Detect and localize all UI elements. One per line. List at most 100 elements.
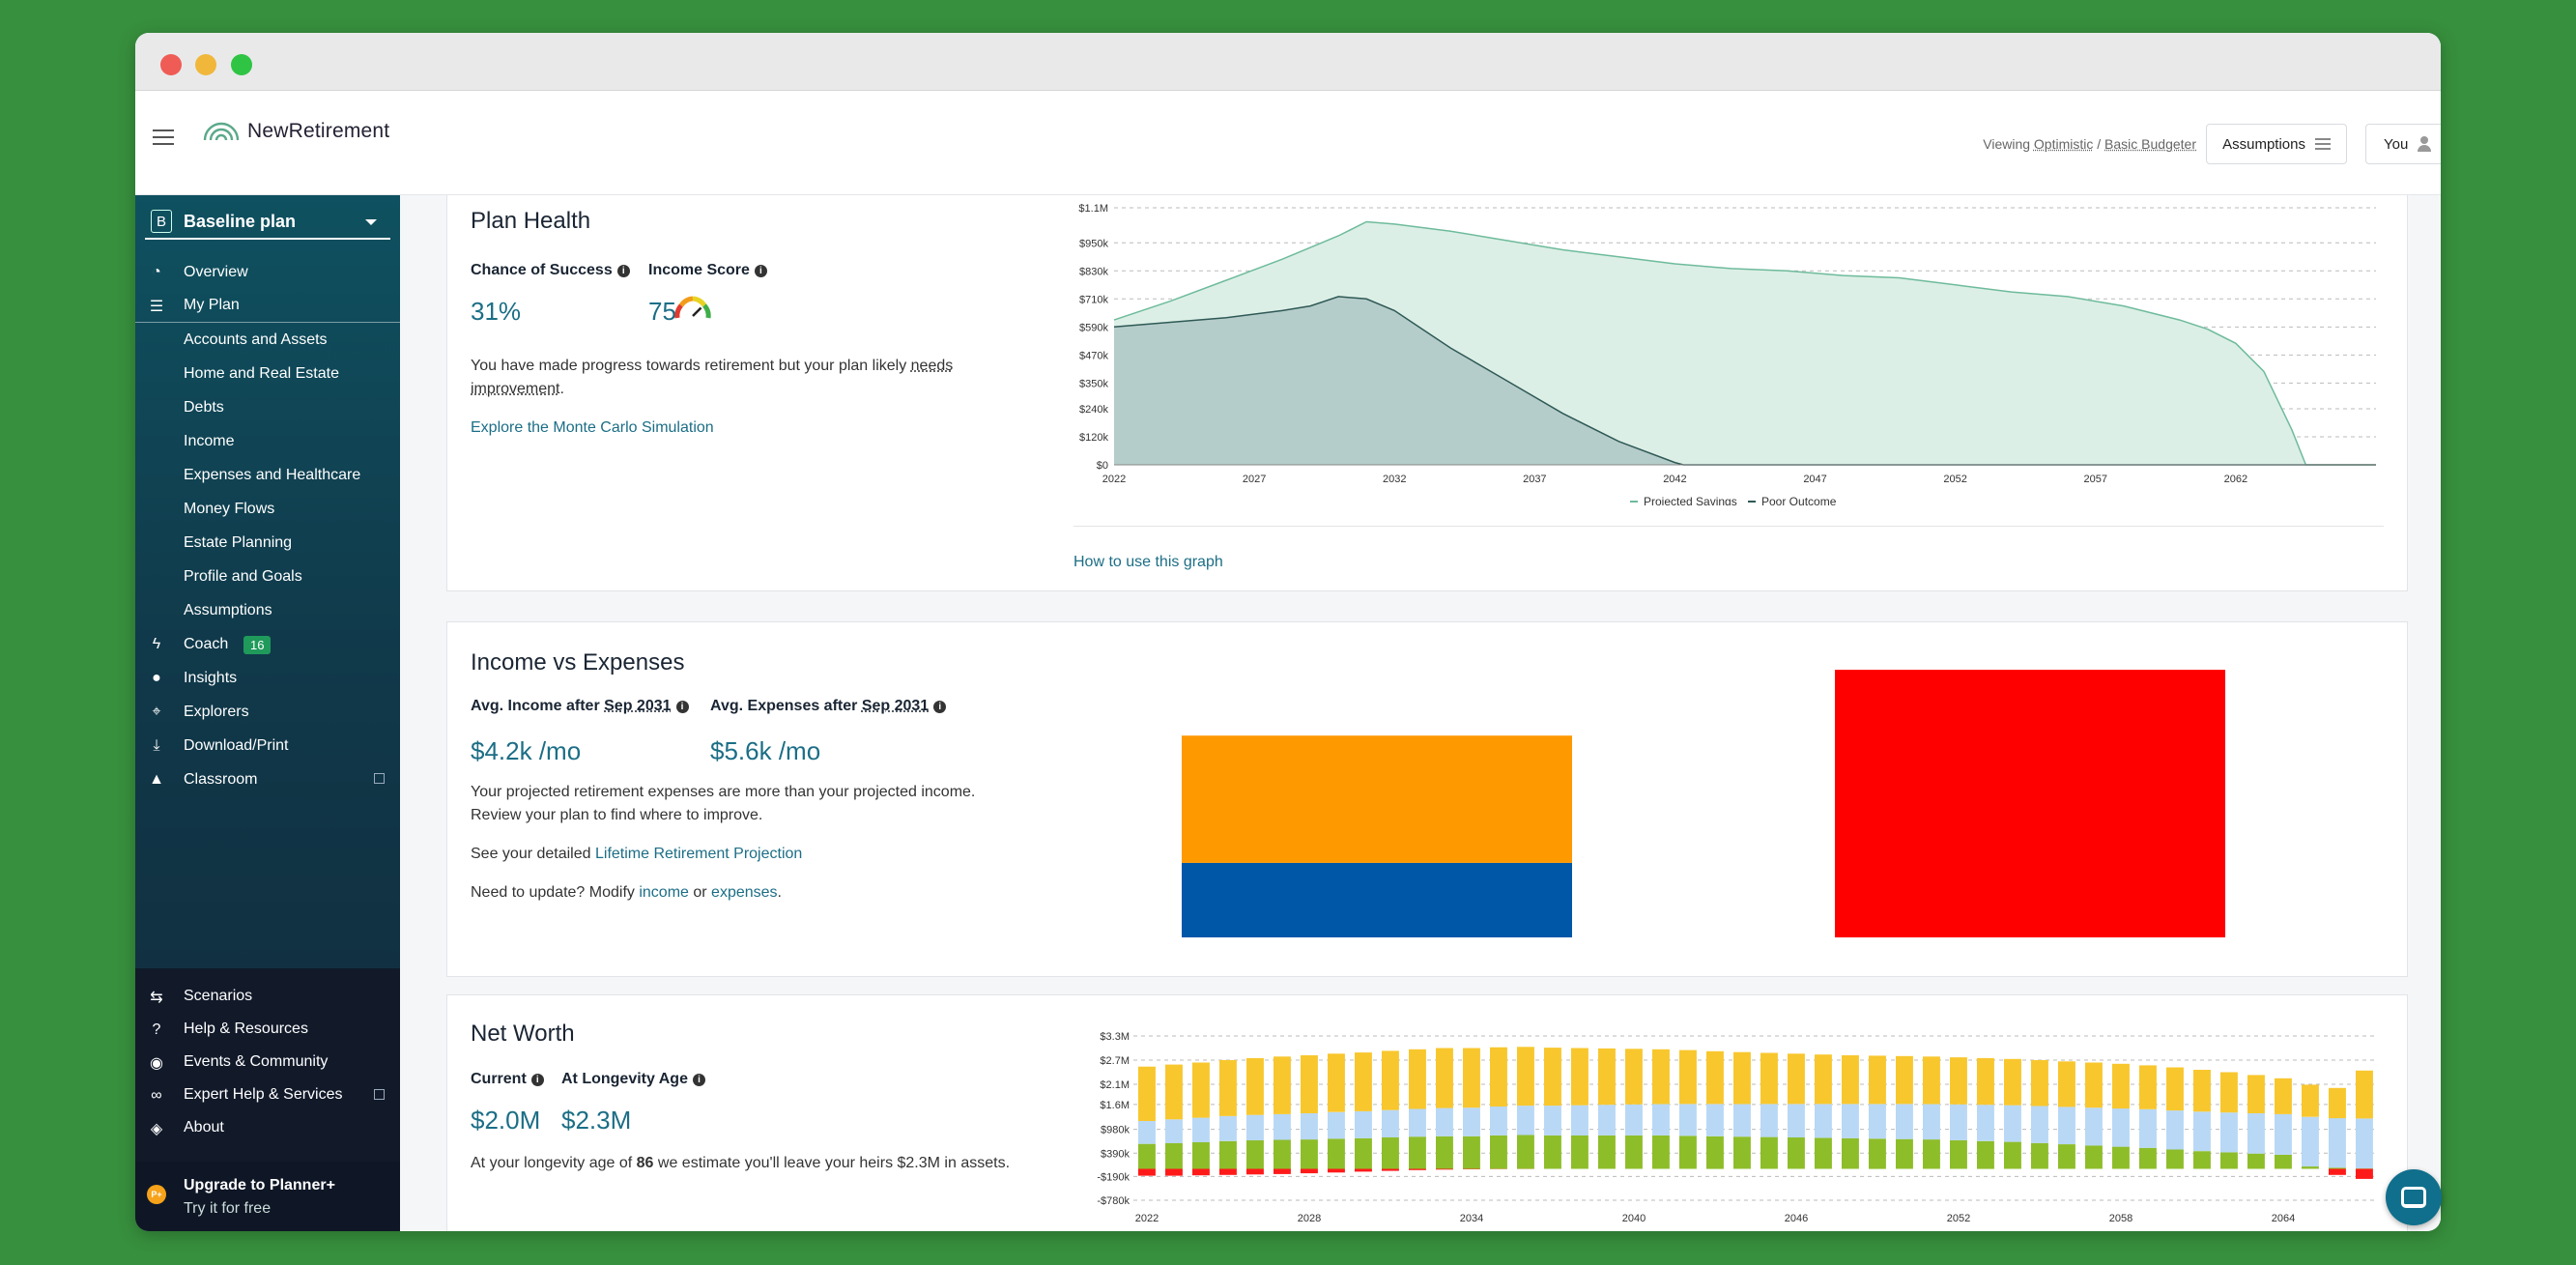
bar-segment-blue — [2004, 1105, 2021, 1142]
bar-segment-blue — [1544, 1106, 1561, 1136]
bar-segment-green — [2220, 1152, 2238, 1169]
info-icon[interactable]: i — [692, 1073, 705, 1086]
expenses-link[interactable]: expenses — [711, 884, 778, 901]
y-tick-label: $590k — [1079, 322, 1108, 333]
x-tick-label: 2052 — [1947, 1213, 1970, 1224]
needs-improvement-link[interactable]: needs improvement — [471, 358, 954, 397]
sidebar-item-scenarios[interactable]: ⇆ Scenarios — [135, 980, 400, 1013]
sidebar-item-debts[interactable]: Debts — [135, 390, 400, 424]
success-label: Chance of Success i — [471, 262, 630, 279]
main-content: Plan Health Chance of Success i Income S… — [400, 195, 2441, 1231]
current-label-text: Current — [471, 1071, 527, 1087]
bar-segment-green — [1165, 1142, 1183, 1169]
bar-segment-blue — [1328, 1111, 1345, 1139]
bar-segment-yellow — [2004, 1058, 2021, 1106]
legend-label-poor-outcome: Poor Outcome — [1761, 495, 1837, 505]
plan-health-card: Plan Health Chance of Success i Income S… — [446, 195, 2408, 591]
user-label: You — [2384, 135, 2409, 153]
sidebar-item-expenses-and-healthcare[interactable]: Expenses and Healthcare — [135, 458, 400, 492]
minimize-window-button[interactable] — [195, 54, 216, 75]
sidebar-item-overview[interactable]: ◔ Overview — [135, 255, 400, 289]
bar-segment-yellow — [2302, 1084, 2319, 1117]
description-text: You have made progress towards retiremen… — [471, 358, 911, 374]
profile-link[interactable]: Basic Budgeter — [2104, 136, 2196, 152]
sidebar-item-accounts-and-assets[interactable]: Accounts and Assets — [135, 323, 400, 357]
sidebar-item-home-and-real-estate[interactable]: Home and Real Estate — [135, 357, 400, 390]
sidebar-item-estate-planning[interactable]: Estate Planning — [135, 526, 400, 560]
assumptions-label: Assumptions — [2222, 135, 2305, 153]
bar-segment-blue — [1165, 1119, 1183, 1143]
bar-segment-blue — [2193, 1111, 2211, 1152]
sidebar-item-help-resources[interactable]: ? Help & Resources — [135, 1013, 400, 1046]
sidebar-item-about[interactable]: ◈ About — [135, 1111, 400, 1144]
chat-support-button[interactable] — [2386, 1169, 2442, 1225]
sidebar-item-classroom[interactable]: ▲ Classroom — [135, 762, 400, 796]
upgrade-promo[interactable]: P+ Upgrade to Planner+ Try it for free — [135, 1162, 400, 1231]
sidebar-item-label: Expert Help & Services — [184, 1086, 343, 1103]
bar-segment-green — [2031, 1142, 2048, 1169]
bar-segment-yellow — [2356, 1070, 2373, 1119]
sidebar-item-events-community[interactable]: ◉ Events & Community — [135, 1046, 400, 1078]
caret-down-icon — [365, 219, 377, 225]
sidebar-item-download-print[interactable]: ⤓ Download/Print — [135, 729, 400, 762]
y-tick-label: $390k — [1101, 1148, 1130, 1160]
sidebar-item-money-flows[interactable]: Money Flows — [135, 492, 400, 526]
dashboard-icon: ◔ — [152, 264, 161, 280]
update-text: Need to update? Modify — [471, 884, 640, 901]
bar-segment-yellow — [1815, 1054, 1832, 1105]
menu-icon[interactable] — [153, 129, 174, 145]
y-tick-label: $1.1M — [1078, 203, 1108, 215]
info-icon[interactable]: i — [933, 700, 947, 713]
scenario-link[interactable]: Optimistic — [2033, 136, 2094, 152]
x-tick-label: 2037 — [1523, 474, 1546, 485]
sidebar-item-label: Insights — [184, 669, 238, 686]
line-projected-savings — [1113, 220, 2376, 466]
sidebar-item-my-plan[interactable]: ☰ My Plan — [135, 289, 400, 323]
how-to-use-graph-link[interactable]: How to use this graph — [1073, 554, 1223, 570]
bar-segment-green — [2004, 1141, 2021, 1169]
bar-segment-yellow — [1625, 1049, 1643, 1105]
bar-segment-green — [2139, 1147, 2157, 1169]
bar-segment-green — [1219, 1140, 1237, 1169]
avg-income-date: Sep 2031 — [604, 698, 672, 714]
upgrade-subtitle: Try it for free — [184, 1200, 272, 1217]
sidebar-item-coach[interactable]: ϟ Coach 16 — [135, 627, 400, 661]
plan-selector[interactable]: B Baseline plan — [145, 205, 390, 240]
x-tick-label: 2032 — [1383, 474, 1406, 485]
sidebar-item-label: Events & Community — [184, 1053, 329, 1070]
bar-segment-green — [2085, 1145, 2103, 1169]
chat-icon: ◉ — [150, 1055, 163, 1072]
line-poor-outcome — [1113, 296, 2376, 466]
sidebar-item-explorers[interactable]: ⌖ Explorers — [135, 695, 400, 729]
user-menu-button[interactable]: You — [2365, 124, 2441, 164]
income-link[interactable]: income — [639, 884, 689, 901]
bar-segment-green — [1571, 1135, 1589, 1169]
monte-carlo-link[interactable]: Explore the Monte Carlo Simulation — [471, 419, 714, 436]
info-icon[interactable]: i — [675, 700, 689, 713]
sidebar-item-assumptions[interactable]: Assumptions — [135, 593, 400, 627]
y-tick-label: $980k — [1101, 1125, 1130, 1136]
bar-segment-yellow — [1706, 1050, 1724, 1105]
bar-segment-red — [2356, 1168, 2373, 1179]
bar-segment-yellow — [2193, 1070, 2211, 1112]
net-worth-desc-suffix: we estimate you'll leave your heirs $2.3… — [653, 1155, 1011, 1171]
assumptions-button[interactable]: Assumptions — [2206, 124, 2347, 164]
info-icon[interactable]: i — [616, 264, 630, 277]
sidebar-item-expert-help-services[interactable]: ∞ Expert Help & Services — [135, 1078, 400, 1111]
title-bar — [135, 33, 2441, 91]
longevity-age: 86 — [636, 1155, 654, 1171]
bar-segment-green — [1436, 1136, 1453, 1169]
sidebar-item-insights[interactable]: ● Insights — [135, 661, 400, 695]
sidebar-item-income[interactable]: Income — [135, 424, 400, 458]
bar-segment-blue — [1355, 1110, 1372, 1138]
info-icon[interactable]: i — [530, 1073, 544, 1086]
lifetime-projection-link[interactable]: Lifetime Retirement Projection — [594, 846, 803, 862]
close-window-button[interactable] — [160, 54, 182, 75]
brand-logo[interactable]: NewRetirement — [203, 120, 389, 143]
x-tick-label: 2064 — [2272, 1213, 2295, 1224]
info-icon[interactable]: i — [754, 264, 767, 277]
sidebar-item-profile-and-goals[interactable]: Profile and Goals — [135, 560, 400, 593]
expenses-bar-segment — [1835, 670, 2225, 937]
maximize-window-button[interactable] — [231, 54, 252, 75]
coin-icon: P+ — [147, 1185, 166, 1204]
